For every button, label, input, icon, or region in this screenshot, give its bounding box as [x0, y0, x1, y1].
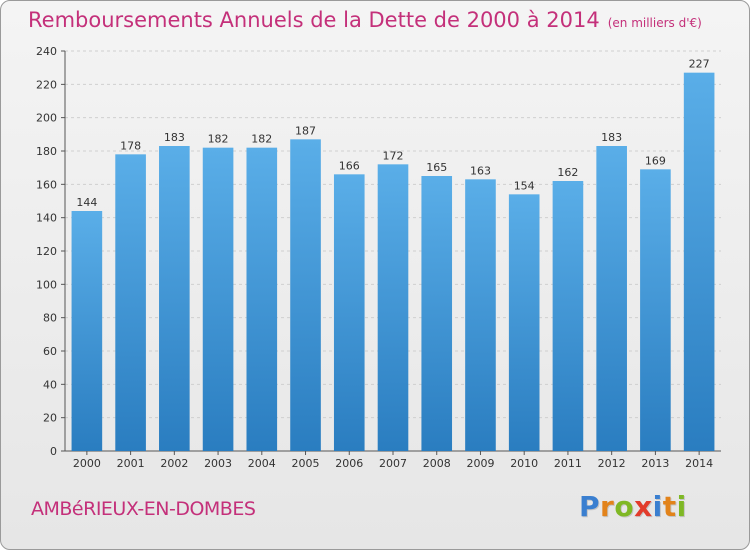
x-tick-label: 2000: [73, 457, 101, 470]
data-label: 165: [426, 161, 447, 174]
data-label: 183: [601, 131, 622, 144]
y-tick-label: 180: [36, 145, 57, 158]
y-tick-label: 40: [43, 378, 57, 391]
commune-name: AMBéRIEUX-EN-DOMBES: [31, 498, 256, 520]
bar: [159, 146, 190, 451]
logo-letter: r: [600, 490, 615, 523]
data-label: 227: [689, 58, 710, 71]
data-label: 182: [208, 133, 229, 146]
logo-letter: P: [579, 490, 601, 523]
bar: [290, 139, 321, 452]
bar: [421, 176, 453, 451]
bar: [377, 164, 409, 452]
bar: [508, 194, 540, 452]
x-tick-label: 2007: [379, 457, 407, 470]
data-label: 182: [251, 133, 272, 146]
y-tick-label: 220: [36, 78, 57, 91]
y-tick-label: 20: [43, 412, 57, 425]
x-tick-label: 2009: [466, 457, 494, 470]
bar: [465, 179, 496, 452]
y-tick-label: 0: [50, 445, 57, 458]
x-tick-label: 2006: [335, 457, 363, 470]
x-tick-label: 2013: [641, 457, 669, 470]
x-tick-label: 2014: [685, 457, 713, 470]
x-tick-label: 2012: [598, 457, 626, 470]
y-tick-label: 100: [36, 278, 57, 291]
y-tick-label: 80: [43, 312, 57, 325]
y-tick-label: 160: [36, 178, 57, 191]
bar: [683, 72, 715, 452]
data-label: 172: [383, 149, 404, 162]
logo-letter: t: [662, 490, 677, 523]
logo-letter: x: [634, 490, 653, 523]
logo-letter: o: [614, 490, 635, 523]
bar: [246, 147, 278, 451]
bar: [640, 169, 671, 452]
data-label: 183: [164, 131, 185, 144]
bar: [596, 146, 627, 451]
bar: [71, 211, 103, 451]
logo-letter: i: [652, 490, 663, 523]
logo-letter: i: [676, 490, 687, 523]
x-tick-label: 2004: [248, 457, 276, 470]
bar: [202, 147, 234, 451]
data-label: 162: [557, 166, 578, 179]
x-tick-label: 2008: [423, 457, 451, 470]
unit-label: (en milliers d'€): [607, 16, 702, 30]
data-label: 144: [76, 196, 97, 209]
x-tick-label: 2002: [160, 457, 188, 470]
data-label: 178: [120, 139, 141, 152]
y-tick-label: 60: [43, 345, 57, 358]
data-label: 169: [645, 154, 666, 167]
bar: [552, 181, 584, 451]
title-text: Remboursements Annuels de la Dette de 20…: [28, 8, 600, 32]
data-label: 187: [295, 124, 316, 137]
y-tick-label: 240: [36, 45, 57, 58]
x-tick-label: 2005: [292, 457, 320, 470]
chart-title: Remboursements Annuels de la Dette de 20…: [28, 8, 702, 32]
x-tick-label: 2003: [204, 457, 232, 470]
x-tick-label: 2011: [554, 457, 582, 470]
x-tick-label: 2001: [117, 457, 145, 470]
bar: [115, 154, 146, 452]
proxiti-logo: Proxiti: [579, 490, 687, 523]
y-tick-label: 120: [36, 245, 57, 258]
bar: [333, 174, 365, 452]
y-tick-label: 200: [36, 112, 57, 125]
data-label: 163: [470, 164, 491, 177]
y-tick-label: 140: [36, 212, 57, 225]
data-label: 154: [514, 179, 535, 192]
data-label: 166: [339, 159, 360, 172]
x-tick-label: 2010: [510, 457, 538, 470]
